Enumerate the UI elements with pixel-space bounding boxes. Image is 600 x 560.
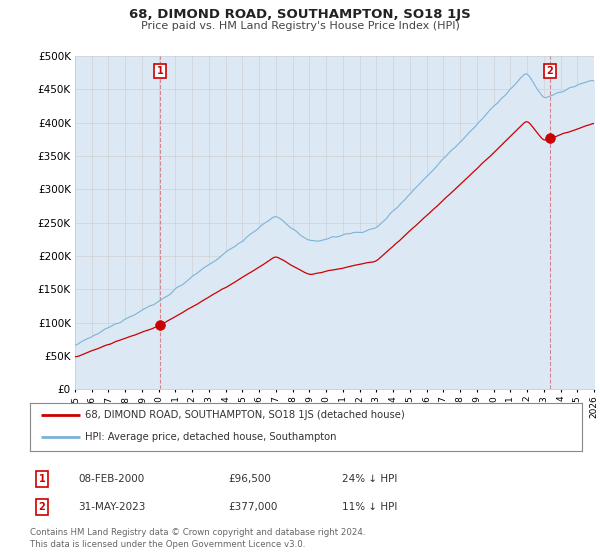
Text: Contains HM Land Registry data © Crown copyright and database right 2024.
This d: Contains HM Land Registry data © Crown c… [30, 528, 365, 549]
Text: 2: 2 [547, 66, 553, 76]
Text: 24% ↓ HPI: 24% ↓ HPI [342, 474, 397, 484]
Text: 68, DIMOND ROAD, SOUTHAMPTON, SO18 1JS: 68, DIMOND ROAD, SOUTHAMPTON, SO18 1JS [129, 8, 471, 21]
Text: 1: 1 [38, 474, 46, 484]
Text: 08-FEB-2000: 08-FEB-2000 [78, 474, 144, 484]
Text: 1: 1 [157, 66, 163, 76]
Text: £377,000: £377,000 [228, 502, 277, 512]
Text: 11% ↓ HPI: 11% ↓ HPI [342, 502, 397, 512]
Text: HPI: Average price, detached house, Southampton: HPI: Average price, detached house, Sout… [85, 432, 337, 442]
Text: Price paid vs. HM Land Registry's House Price Index (HPI): Price paid vs. HM Land Registry's House … [140, 21, 460, 31]
Text: £96,500: £96,500 [228, 474, 271, 484]
Text: 31-MAY-2023: 31-MAY-2023 [78, 502, 145, 512]
Text: 68, DIMOND ROAD, SOUTHAMPTON, SO18 1JS (detached house): 68, DIMOND ROAD, SOUTHAMPTON, SO18 1JS (… [85, 410, 405, 420]
Text: 2: 2 [38, 502, 46, 512]
